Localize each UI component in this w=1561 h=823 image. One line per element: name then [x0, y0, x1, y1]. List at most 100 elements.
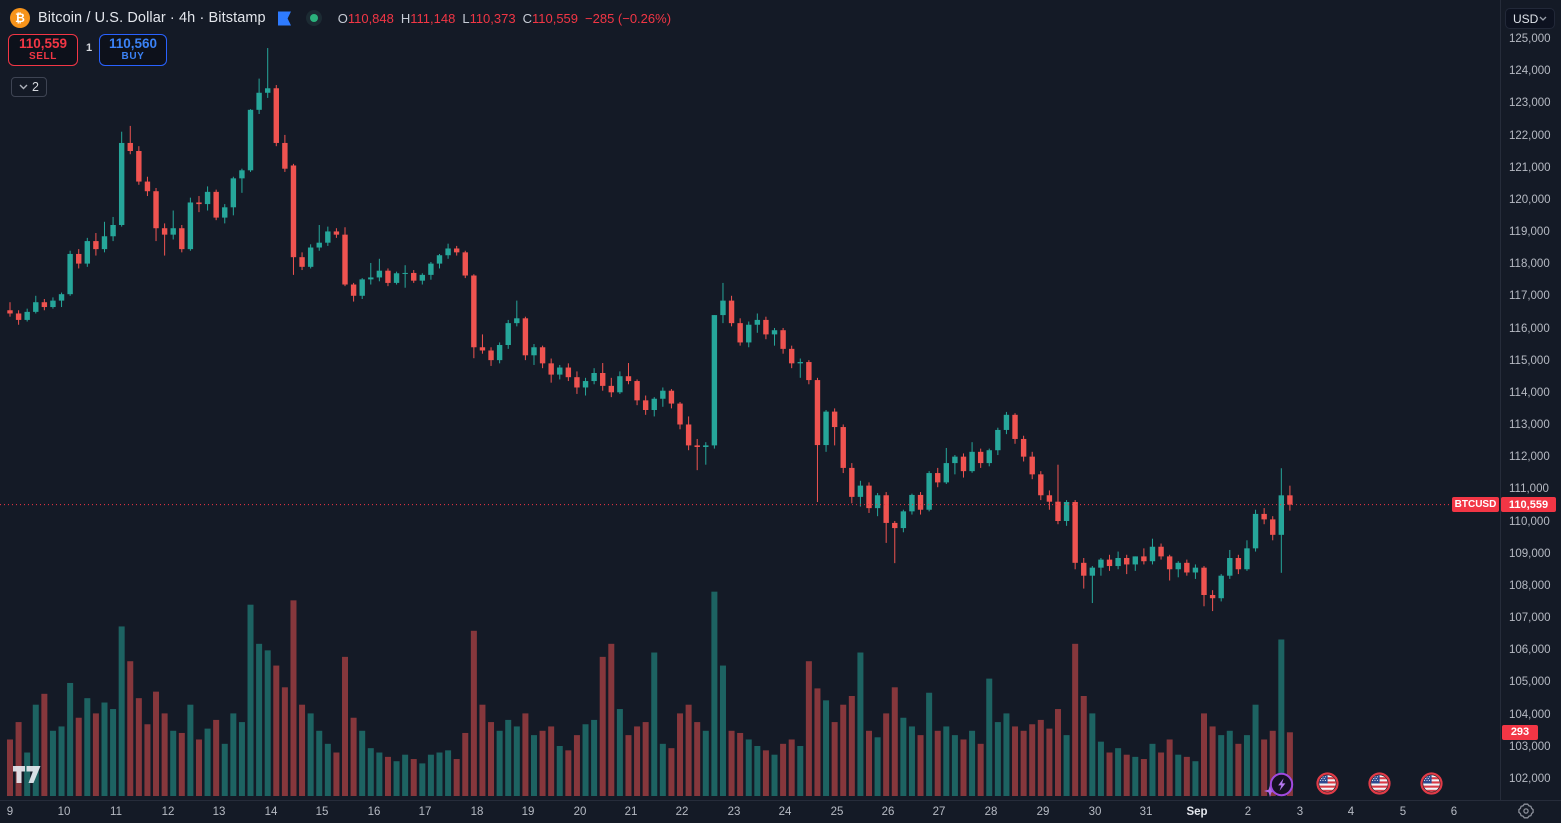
volume-bar — [195, 739, 202, 796]
candle-body — [917, 494, 924, 510]
axis-settings-gear-icon[interactable] — [1517, 802, 1535, 820]
volume-bar — [453, 759, 460, 796]
volume-bar — [685, 704, 692, 796]
market-status-icon[interactable] — [305, 10, 322, 26]
flag-icon[interactable] — [277, 11, 292, 26]
volume-bar — [41, 693, 48, 796]
price-tick-label: 111,000 — [1509, 483, 1549, 496]
time-tick-label: 19 — [521, 806, 535, 818]
volume-bar — [290, 600, 297, 796]
volume-bar — [513, 726, 520, 796]
price-tick-label: 117,000 — [1509, 290, 1550, 303]
candle-body — [539, 347, 546, 364]
high-label: H — [400, 10, 411, 26]
volume-bar — [977, 743, 984, 796]
candle-body — [788, 348, 795, 364]
buy-button[interactable]: 110,560 BUY — [99, 34, 167, 66]
candle-body — [969, 451, 975, 472]
volume-bar — [582, 724, 589, 796]
volume-bar — [1106, 752, 1113, 796]
volume-bar — [745, 739, 752, 796]
volume-bar — [805, 661, 812, 796]
us-economic-event-flag-icon[interactable] — [1316, 772, 1339, 800]
volume-bar — [548, 726, 555, 796]
volume-bar — [1269, 730, 1276, 796]
price-tick-label: 124,000 — [1509, 65, 1551, 78]
candle-body — [239, 170, 245, 179]
volume-bar — [1226, 730, 1233, 796]
candle-wick — [404, 265, 406, 288]
candle-body — [660, 390, 666, 399]
price-tick-label: 116,000 — [1509, 322, 1550, 335]
currency-selector[interactable]: USD — [1505, 8, 1555, 29]
candle-body — [1166, 556, 1173, 570]
candle-body — [187, 202, 194, 250]
candle-body — [625, 376, 632, 382]
price-axis[interactable]: 125,000 124,000 123,000 122,000 121,000 120,0… — [1500, 0, 1561, 800]
candle-body — [1235, 558, 1242, 570]
us-economic-event-flag-icon[interactable] — [1368, 772, 1391, 800]
candle-body — [1252, 513, 1259, 549]
candle-body — [780, 330, 786, 349]
price-tick-label: 106,000 — [1509, 644, 1551, 657]
time-tick-label: 15 — [315, 806, 329, 818]
volume-bar — [883, 713, 890, 796]
time-tick-label: 28 — [984, 806, 998, 818]
volume-bar — [1003, 713, 1010, 796]
price-tick-label: 119,000 — [1509, 226, 1550, 239]
volume-bar — [986, 678, 993, 796]
chart-canvas[interactable] — [0, 0, 1500, 800]
us-economic-event-flag-icon[interactable] — [1420, 772, 1443, 800]
candle-wick — [164, 223, 166, 256]
candle-body — [445, 248, 451, 256]
candle-body — [960, 456, 967, 472]
volume-bar — [866, 730, 872, 796]
candle-body — [15, 313, 22, 320]
symbol-title[interactable]: Bitcoin / U.S. Dollar · 4h · Bitstamp — [38, 10, 266, 26]
candle-body — [857, 485, 864, 497]
open-value: 110,848 — [347, 10, 394, 26]
candle-body — [1038, 474, 1044, 496]
candle-wick — [241, 168, 243, 193]
volume-bar — [591, 719, 598, 796]
candle-body — [763, 319, 769, 335]
candle-body — [144, 181, 151, 192]
time-axis[interactable]: 9 10 11 12 13 14 15 16 17 18 19 20 21 22 23 24 25 26 27 28 2… — [0, 800, 1561, 823]
candle-body — [222, 207, 228, 218]
volume-bar — [170, 730, 177, 796]
sell-button[interactable]: 110,559 SELL — [8, 34, 78, 66]
volume-bar — [1140, 759, 1147, 796]
candle-wick — [378, 258, 380, 282]
time-tick-label: 6 — [1450, 806, 1458, 818]
candle-body — [204, 191, 211, 205]
volume-bar — [299, 704, 306, 796]
candle-body — [617, 376, 623, 393]
volume-bar — [1278, 639, 1285, 796]
candle-body — [350, 284, 357, 296]
legend-collapse-button[interactable]: 2 — [11, 77, 47, 97]
candle-body — [746, 324, 752, 343]
volume-bar — [393, 761, 400, 796]
volume-bar — [960, 739, 967, 796]
candle-body — [1089, 567, 1096, 576]
candle-body — [110, 225, 116, 237]
candle-body — [935, 473, 941, 483]
candle-body — [179, 228, 185, 250]
candle-body — [307, 247, 314, 267]
candle-body — [814, 380, 821, 446]
tradingview-logo[interactable] — [12, 765, 42, 785]
volume-bar — [797, 746, 804, 796]
crypto-event-lightning-icon[interactable] — [1269, 772, 1294, 802]
volume-bar — [1235, 743, 1242, 796]
candle-body — [1029, 456, 1035, 475]
chevron-down-icon — [19, 84, 28, 90]
volume-bar — [316, 730, 323, 796]
sparkle-icon[interactable] — [1264, 784, 1276, 802]
volume-bar — [823, 700, 830, 796]
volume-bar — [359, 730, 366, 796]
volume-bar — [488, 722, 495, 796]
volume-bar — [951, 735, 958, 796]
time-tick-label: 5 — [1399, 806, 1407, 818]
candle-body — [247, 109, 254, 171]
candle-body — [874, 495, 881, 509]
